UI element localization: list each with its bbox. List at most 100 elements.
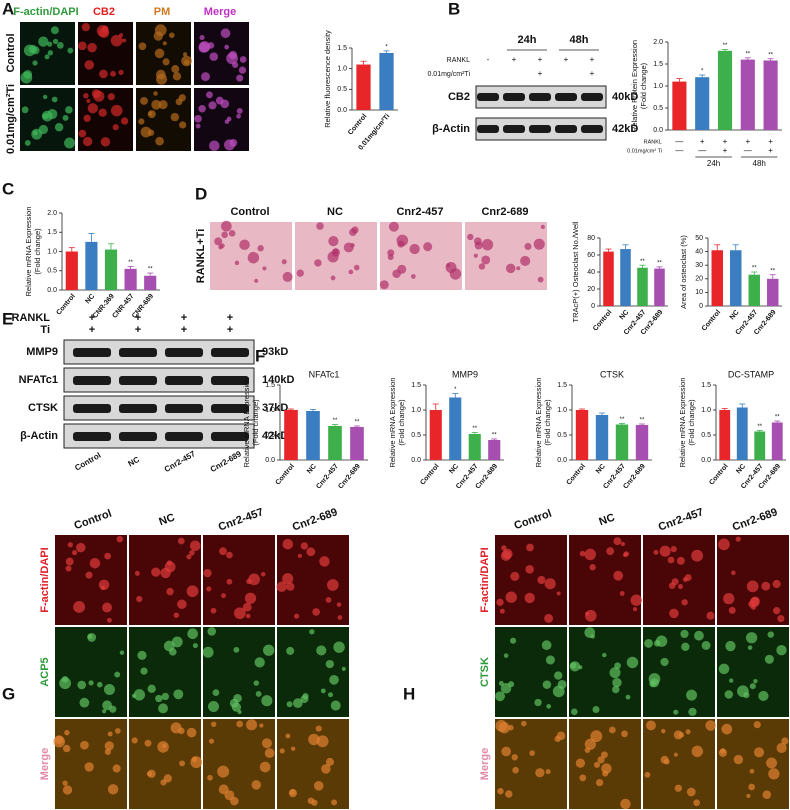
cell-blob (673, 709, 679, 715)
cell-blob (87, 42, 97, 53)
cell-blob (228, 230, 236, 237)
table-mark: — (675, 146, 683, 155)
micrograph (277, 719, 349, 809)
significance: ** (333, 418, 338, 424)
cell-blob (28, 44, 38, 54)
cell-blob (118, 33, 124, 38)
cell-blob (300, 695, 309, 704)
significance: ** (657, 260, 662, 266)
cell-blob (171, 636, 183, 648)
cell-blob (148, 111, 153, 116)
cell-blob (500, 682, 512, 694)
error-bar (452, 393, 459, 398)
cell-blob (59, 677, 72, 690)
y-tick-label: 0.5 (337, 86, 347, 93)
cell-blob (613, 570, 624, 581)
cell-blob (21, 106, 29, 114)
cell-blob (762, 790, 772, 799)
x-tick-label: Control (592, 309, 613, 333)
error-bar (732, 244, 739, 251)
y-tick-label: 1.0 (337, 66, 347, 73)
cell-blob (262, 266, 267, 271)
cell-blob (686, 787, 696, 797)
x-tick-label: NC (735, 463, 747, 475)
cell-blob (625, 694, 631, 700)
x-tick-label: Cnr2-689 (337, 463, 362, 491)
band (73, 432, 111, 441)
cell-blob (501, 746, 512, 757)
row-header: 0.01mg/cm²Ti (427, 71, 470, 78)
cell-blob (79, 697, 90, 708)
cell-blob (410, 274, 416, 279)
cell-blob (236, 720, 243, 728)
cell-blob (206, 586, 212, 592)
cell-blob (663, 758, 670, 765)
cell-blob (626, 656, 639, 669)
significance: ** (640, 418, 645, 424)
cell-blob (161, 692, 169, 701)
error-bar (88, 233, 95, 242)
error-bar (579, 408, 585, 410)
significance: ** (148, 267, 153, 273)
y-tick-label: 0 (591, 303, 595, 310)
cell-blob (102, 709, 107, 714)
band-label: β-Actin (432, 123, 470, 135)
y-axis-label: Relative mRNA Expression (24, 206, 33, 296)
column-header: PM (154, 6, 171, 18)
cell-blob (609, 667, 621, 679)
x-tick-label: NC (306, 463, 318, 475)
panel-label: E (2, 309, 13, 328)
y-tick-label: 1.0 (411, 407, 421, 414)
cell-blob (282, 573, 294, 585)
bar (736, 407, 748, 460)
y-tick-label: 0.5 (411, 432, 421, 439)
cell-blob (545, 769, 551, 775)
cell-blob (316, 645, 327, 656)
cell-blob (226, 578, 233, 585)
bar (603, 251, 614, 306)
cell-blob (314, 259, 322, 267)
table-mark: + (700, 137, 705, 146)
band (581, 125, 603, 133)
cell-blob (537, 575, 546, 585)
band (555, 93, 577, 101)
cell-blob (526, 543, 534, 552)
column-header: NC (327, 206, 343, 218)
cell-blob (47, 41, 53, 47)
cell-blob (119, 650, 125, 655)
cell-blob (77, 41, 87, 51)
cell-blob (569, 662, 577, 669)
y-axis-label: Relative Protein Expression (630, 40, 639, 132)
cell-blob (264, 748, 275, 758)
cell-blob (101, 26, 109, 33)
cell-blob (182, 52, 188, 57)
bar (748, 274, 760, 306)
cell-blob (110, 70, 116, 77)
lane-mark: + (135, 312, 141, 324)
cell-blob (674, 784, 682, 792)
cell-blob (296, 269, 304, 277)
cell-blob (189, 540, 201, 552)
cell-blob (673, 730, 683, 740)
cell-blob (496, 598, 504, 606)
cell-blob (669, 608, 679, 619)
cell-blob (682, 577, 688, 583)
cell-blob (773, 607, 781, 615)
cell-blob (321, 764, 331, 774)
significance: ** (640, 259, 645, 265)
cell-blob (584, 738, 596, 750)
cell-blob (725, 640, 736, 652)
cell-blob (601, 763, 612, 774)
cell-blob (575, 758, 586, 768)
cell-blob (396, 234, 409, 247)
cell-blob (681, 599, 688, 606)
row-header: RANKL+Ti (195, 229, 207, 284)
cell-blob (77, 680, 87, 690)
cell-blob (259, 723, 264, 728)
y-axis-label: Relative fluorescence density (323, 30, 332, 128)
band (73, 348, 111, 357)
cell-blob (537, 276, 544, 283)
y-axis-label: (Fold change) (543, 399, 552, 446)
cell-blob (505, 591, 517, 603)
cell-blob (133, 689, 146, 701)
